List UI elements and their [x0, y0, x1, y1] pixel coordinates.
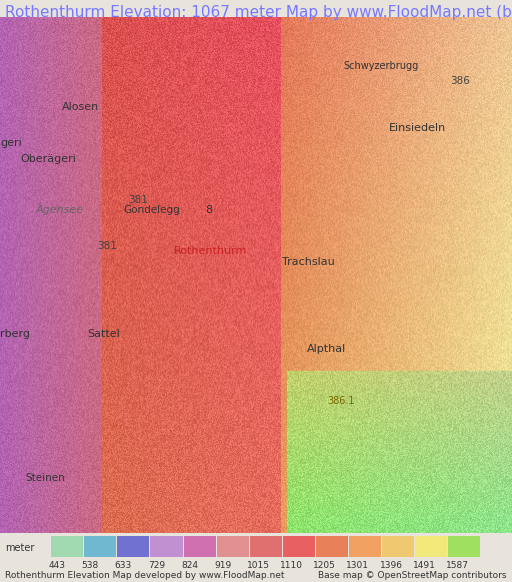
- Text: Trachslau: Trachslau: [282, 257, 334, 267]
- Text: 8: 8: [205, 205, 212, 215]
- Text: Rothenthurm Elevation Map developed by www.FloodMap.net: Rothenthurm Elevation Map developed by w…: [5, 571, 285, 580]
- Text: 1205: 1205: [313, 561, 336, 570]
- FancyBboxPatch shape: [448, 537, 480, 557]
- FancyBboxPatch shape: [250, 537, 282, 557]
- Text: Alosen: Alosen: [61, 102, 99, 112]
- Text: 443: 443: [49, 561, 66, 570]
- Text: 1396: 1396: [379, 561, 402, 570]
- Text: 538: 538: [82, 561, 99, 570]
- Text: Rothenthurm Elevation: 1067 meter Map by www.FloodMap.net (beta): Rothenthurm Elevation: 1067 meter Map by…: [5, 5, 512, 20]
- FancyBboxPatch shape: [183, 537, 216, 557]
- Text: Alpthal: Alpthal: [307, 345, 347, 354]
- Text: Sattel: Sattel: [87, 329, 120, 339]
- Text: 919: 919: [214, 561, 231, 570]
- Text: 729: 729: [148, 561, 165, 570]
- Text: Schwyzerbrugg: Schwyzerbrugg: [343, 61, 418, 71]
- Text: 1587: 1587: [445, 561, 468, 570]
- Text: Steinen: Steinen: [26, 473, 66, 483]
- Text: 1301: 1301: [347, 561, 369, 570]
- Text: 381: 381: [97, 242, 117, 251]
- Text: 1110: 1110: [280, 561, 303, 570]
- Text: 1015: 1015: [247, 561, 270, 570]
- Text: Base map © OpenStreetMap contributors: Base map © OpenStreetMap contributors: [318, 571, 507, 580]
- Text: meter: meter: [5, 543, 34, 553]
- Text: Gondelegg: Gondelegg: [123, 205, 180, 215]
- FancyBboxPatch shape: [349, 537, 381, 557]
- FancyBboxPatch shape: [84, 537, 116, 557]
- FancyBboxPatch shape: [382, 537, 414, 557]
- FancyBboxPatch shape: [51, 537, 83, 557]
- Text: Rothenthurm: Rothenthurm: [174, 246, 247, 257]
- FancyBboxPatch shape: [151, 537, 182, 557]
- Text: 386: 386: [451, 76, 471, 86]
- FancyBboxPatch shape: [316, 537, 348, 557]
- FancyBboxPatch shape: [117, 537, 150, 557]
- Text: 1491: 1491: [413, 561, 435, 570]
- FancyBboxPatch shape: [283, 537, 315, 557]
- Text: 381: 381: [128, 195, 148, 205]
- Text: rberg: rberg: [0, 329, 30, 339]
- Text: 824: 824: [181, 561, 198, 570]
- Text: Oberägeri: Oberägeri: [20, 154, 76, 164]
- Text: 386.1: 386.1: [328, 396, 355, 406]
- Text: geri: geri: [0, 139, 22, 148]
- FancyBboxPatch shape: [415, 537, 447, 557]
- Text: 633: 633: [115, 561, 132, 570]
- FancyBboxPatch shape: [217, 537, 249, 557]
- Text: Ägensee: Ägensee: [36, 203, 84, 215]
- Text: Einsiedeln: Einsiedeln: [389, 123, 446, 133]
